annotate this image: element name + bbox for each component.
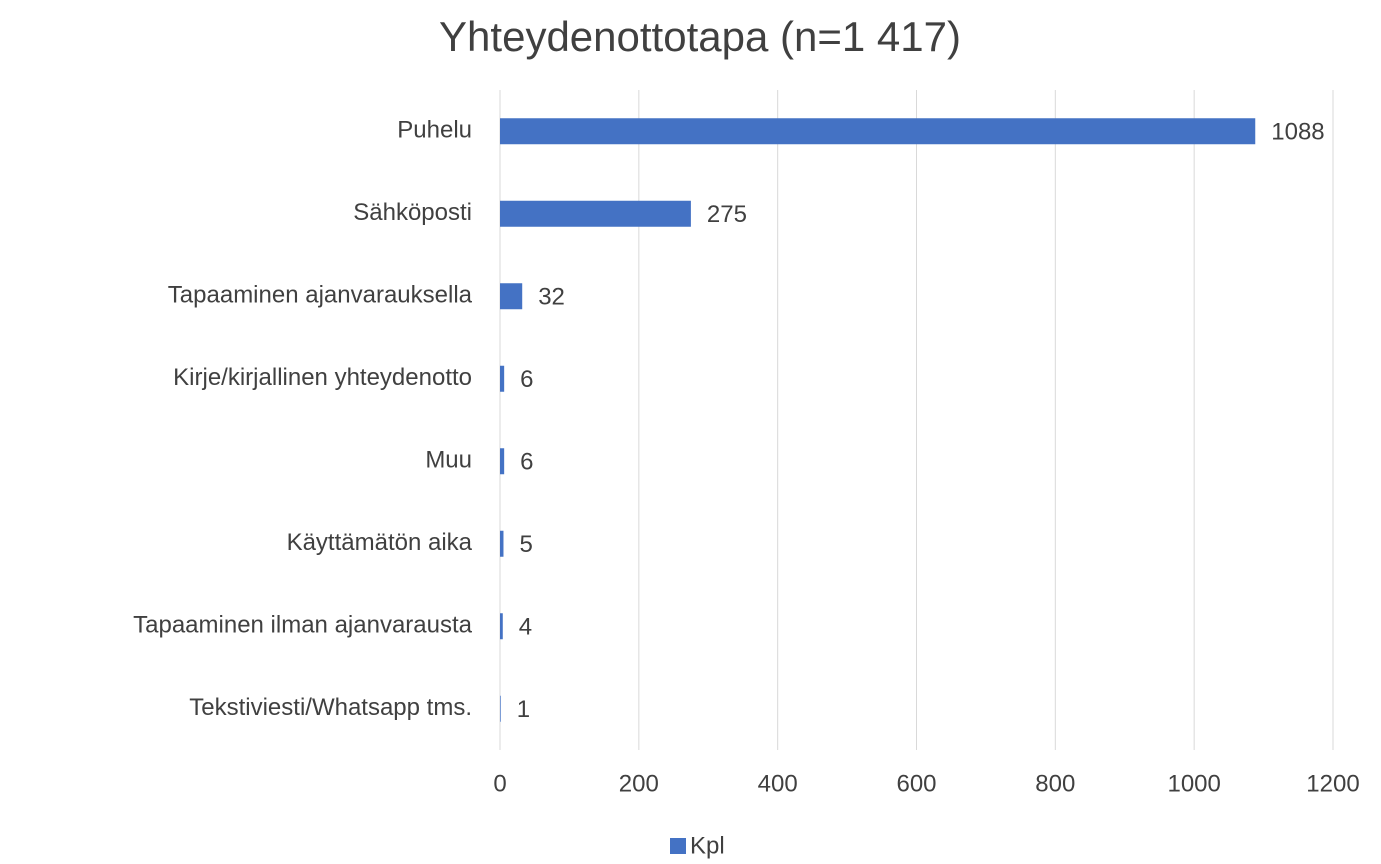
bar (500, 200, 691, 227)
legend-swatch (670, 838, 686, 854)
bar (500, 118, 1256, 145)
data-label: 1088 (1271, 119, 1324, 146)
y-tick-label: Kirje/kirjallinen yhteydenotto (173, 364, 472, 391)
bar (500, 530, 504, 557)
y-tick-label: Sähköposti (353, 199, 472, 226)
x-tick-label: 0 (493, 770, 506, 797)
bar (500, 695, 501, 722)
data-label: 6 (520, 366, 533, 393)
bar (500, 448, 505, 475)
data-label: 5 (519, 531, 532, 558)
y-tick-label: Tapaaminen ajanvarauksella (168, 282, 473, 309)
x-tick-label: 1000 (1167, 770, 1220, 797)
x-tick-label: 1200 (1306, 770, 1359, 797)
legend-label: Kpl (690, 832, 725, 859)
bar (500, 283, 523, 310)
data-label: 6 (520, 449, 533, 476)
y-tick-label: Puhelu (397, 117, 472, 144)
data-label: 1 (517, 696, 530, 723)
data-label: 32 (538, 284, 565, 311)
data-label: 4 (519, 614, 532, 641)
bar (500, 613, 503, 640)
x-tick-label: 600 (896, 770, 936, 797)
data-label: 275 (707, 201, 747, 228)
x-tick-label: 400 (758, 770, 798, 797)
y-tick-label: Muu (425, 447, 472, 474)
y-tick-label: Käyttämätön aika (287, 529, 473, 556)
bar (500, 365, 505, 392)
chart-title: Yhteydenottotapa (n=1 417) (439, 13, 961, 60)
y-tick-label: Tekstiviesti/Whatsapp tms. (189, 694, 472, 721)
x-tick-label: 200 (619, 770, 659, 797)
x-tick-label: 800 (1035, 770, 1075, 797)
y-tick-label: Tapaaminen ilman ajanvarausta (133, 612, 473, 639)
